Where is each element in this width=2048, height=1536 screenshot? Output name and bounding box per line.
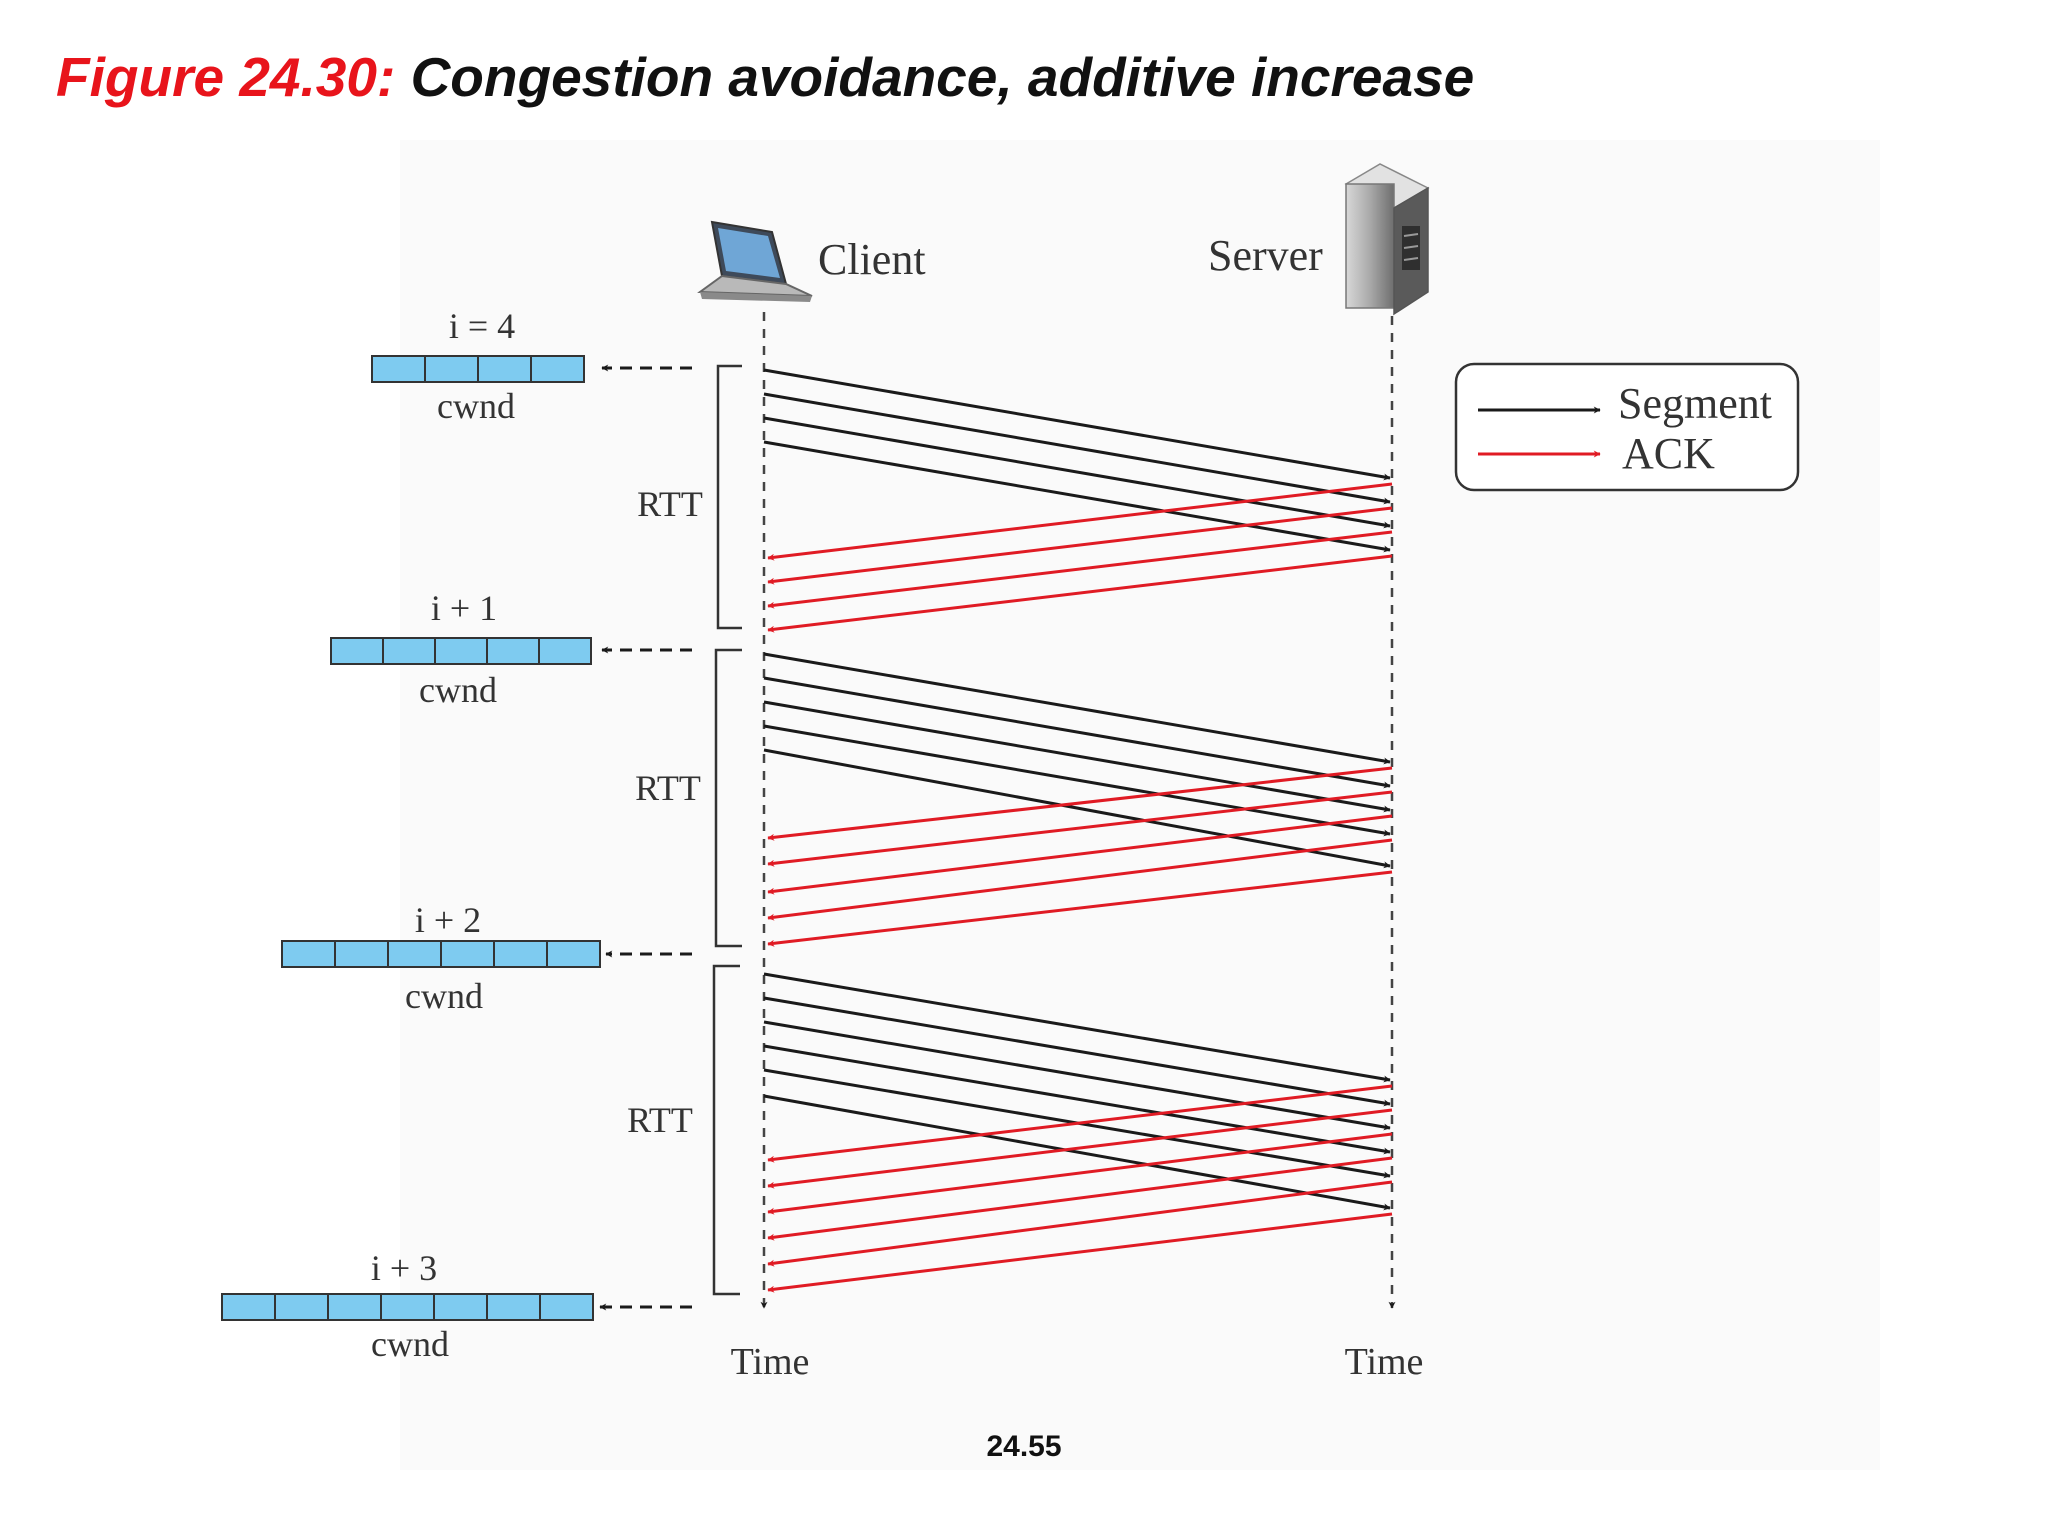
legend-box	[1454, 362, 1800, 492]
cwnd-window	[330, 637, 592, 665]
ack-arrow	[767, 814, 1393, 895]
round-3: i + 2 cwnd RTT	[281, 900, 1393, 1296]
legend: Segment ACK	[1454, 362, 1800, 492]
laptop-icon	[697, 220, 813, 302]
segment-arrows	[763, 368, 1391, 553]
ack-arrow	[767, 1156, 1393, 1241]
window-label: i + 2	[415, 900, 481, 940]
figure-panel	[400, 140, 1880, 1470]
rtt-label: RTT	[627, 1100, 693, 1140]
ack-arrow	[767, 790, 1393, 867]
figure-caption: Congestion avoidance, additive increase	[410, 46, 1475, 108]
ack-arrows	[767, 482, 1393, 633]
legend-segment-label: Segment	[1618, 379, 1772, 428]
segment-arrow	[763, 748, 1391, 869]
cwnd-cell	[440, 940, 495, 968]
ack-arrow	[767, 870, 1393, 947]
segment-arrow	[763, 1044, 1391, 1155]
client-label: Client	[818, 235, 926, 284]
rtt-bracket	[712, 964, 740, 1296]
cwnd-cell	[371, 355, 426, 383]
cwnd-cell	[387, 940, 442, 968]
segment-arrow	[763, 972, 1391, 1083]
ack-arrow	[767, 1108, 1393, 1189]
cwnd-cell	[380, 1293, 435, 1321]
segment-arrow	[763, 724, 1391, 837]
cwnd-label: cwnd	[437, 386, 515, 426]
cwnd-cell	[530, 355, 585, 383]
cwnd-cell	[539, 1293, 594, 1321]
cwnd-label: cwnd	[371, 1324, 449, 1364]
ack-arrow	[767, 1084, 1393, 1163]
cwnd-cell	[538, 637, 592, 665]
ack-arrows	[767, 1084, 1393, 1293]
cwnd-window	[371, 355, 585, 383]
segment-arrow	[763, 996, 1391, 1107]
segment-arrow	[763, 1020, 1391, 1131]
cwnd-cell	[433, 1293, 488, 1321]
slide-title: Figure 24.30: Congestion avoidance, addi…	[56, 42, 1474, 112]
cwnd-cell	[281, 940, 336, 968]
segment-arrow	[763, 416, 1391, 529]
round-1: i = 4 cwnd RTT	[371, 306, 1393, 633]
rtt-label: RTT	[635, 768, 701, 808]
cwnd-cell	[424, 355, 479, 383]
segment-arrow	[763, 1094, 1391, 1211]
ack-arrows	[767, 766, 1393, 947]
window-label: i + 1	[431, 588, 497, 628]
ack-arrow	[767, 506, 1393, 585]
cwnd-cell	[274, 1293, 329, 1321]
segment-arrow	[763, 392, 1391, 505]
cwnd-cell	[434, 637, 488, 665]
cwnd-cell	[382, 637, 436, 665]
cwnd-label: cwnd	[419, 670, 497, 710]
cwnd-cell	[486, 1293, 541, 1321]
ack-arrow	[767, 1132, 1393, 1215]
round-4: i + 3 cwnd	[221, 1248, 692, 1364]
window-label: i + 3	[371, 1248, 437, 1288]
cwnd-cell	[493, 940, 548, 968]
rtt-label: RTT	[637, 484, 703, 524]
ack-arrow	[767, 482, 1393, 561]
round-2: i + 1 cwnd RTT	[330, 588, 1393, 948]
segment-arrows	[763, 652, 1391, 869]
figure-label: Figure 24.30:	[56, 46, 396, 108]
cwnd-cell	[546, 940, 601, 968]
ack-arrow	[767, 838, 1393, 921]
server-time-label: Time	[1345, 1341, 1424, 1383]
server-label: Server	[1208, 231, 1323, 280]
client-time-label: Time	[731, 1341, 810, 1383]
ack-arrow	[767, 554, 1393, 633]
ack-arrow	[767, 1212, 1393, 1293]
server-tower-icon	[1344, 163, 1430, 316]
ack-arrow	[767, 530, 1393, 609]
ack-arrow	[767, 1180, 1393, 1267]
cwnd-label: cwnd	[405, 976, 483, 1016]
cwnd-cell	[486, 637, 540, 665]
ack-arrow	[767, 766, 1393, 841]
cwnd-window	[281, 940, 601, 968]
cwnd-cell	[221, 1293, 276, 1321]
segment-arrow	[763, 700, 1391, 813]
segment-arrow	[763, 676, 1391, 789]
segment-arrow	[763, 440, 1391, 553]
legend-ack-label: ACK	[1622, 429, 1715, 478]
rtt-bracket	[716, 364, 742, 630]
rtt-bracket	[714, 648, 742, 948]
segment-arrow	[763, 368, 1391, 481]
slide-number: 24.55	[986, 1430, 1062, 1463]
window-label: i = 4	[449, 306, 515, 346]
cwnd-window	[221, 1293, 594, 1321]
segment-arrow	[763, 652, 1391, 765]
cwnd-cell	[477, 355, 532, 383]
cwnd-cell	[334, 940, 389, 968]
cwnd-cell	[330, 637, 384, 665]
cwnd-cell	[327, 1293, 382, 1321]
